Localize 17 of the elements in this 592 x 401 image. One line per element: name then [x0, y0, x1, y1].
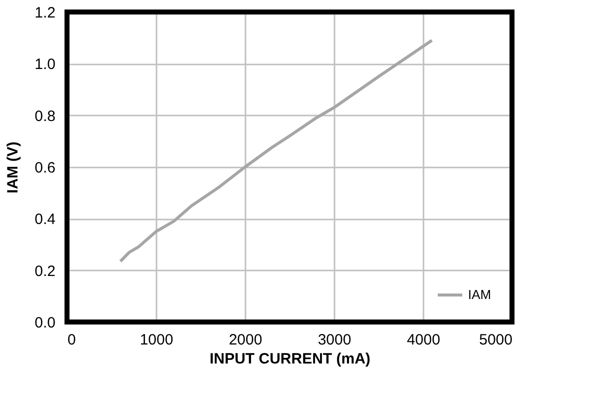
- y-tick-label: 0.8: [34, 108, 56, 125]
- y-tick-label: 0.0: [34, 314, 56, 332]
- x-tick-label: 3000: [318, 332, 352, 348]
- y-axis-title: IAM (V): [4, 142, 22, 194]
- y-tick-label: 0.6: [34, 160, 56, 176]
- x-tick-label: 2000: [228, 332, 262, 348]
- legend-label: IAM: [468, 287, 492, 302]
- line-series: [118, 38, 434, 263]
- y-tick-label: 1.0: [34, 56, 56, 74]
- y-tick-label: 1.2: [34, 4, 56, 22]
- x-tick-label: 5000: [479, 332, 512, 348]
- x-tick-label: 4000: [406, 332, 440, 348]
- x-tick-label: 0: [68, 332, 76, 348]
- y-tick-label: 0.2: [34, 262, 56, 280]
- x-axis-title: INPUT CURRENT (mA): [210, 350, 370, 368]
- x-tick-label: 1000: [140, 332, 174, 348]
- y-tick-label: 0.4: [34, 211, 56, 228]
